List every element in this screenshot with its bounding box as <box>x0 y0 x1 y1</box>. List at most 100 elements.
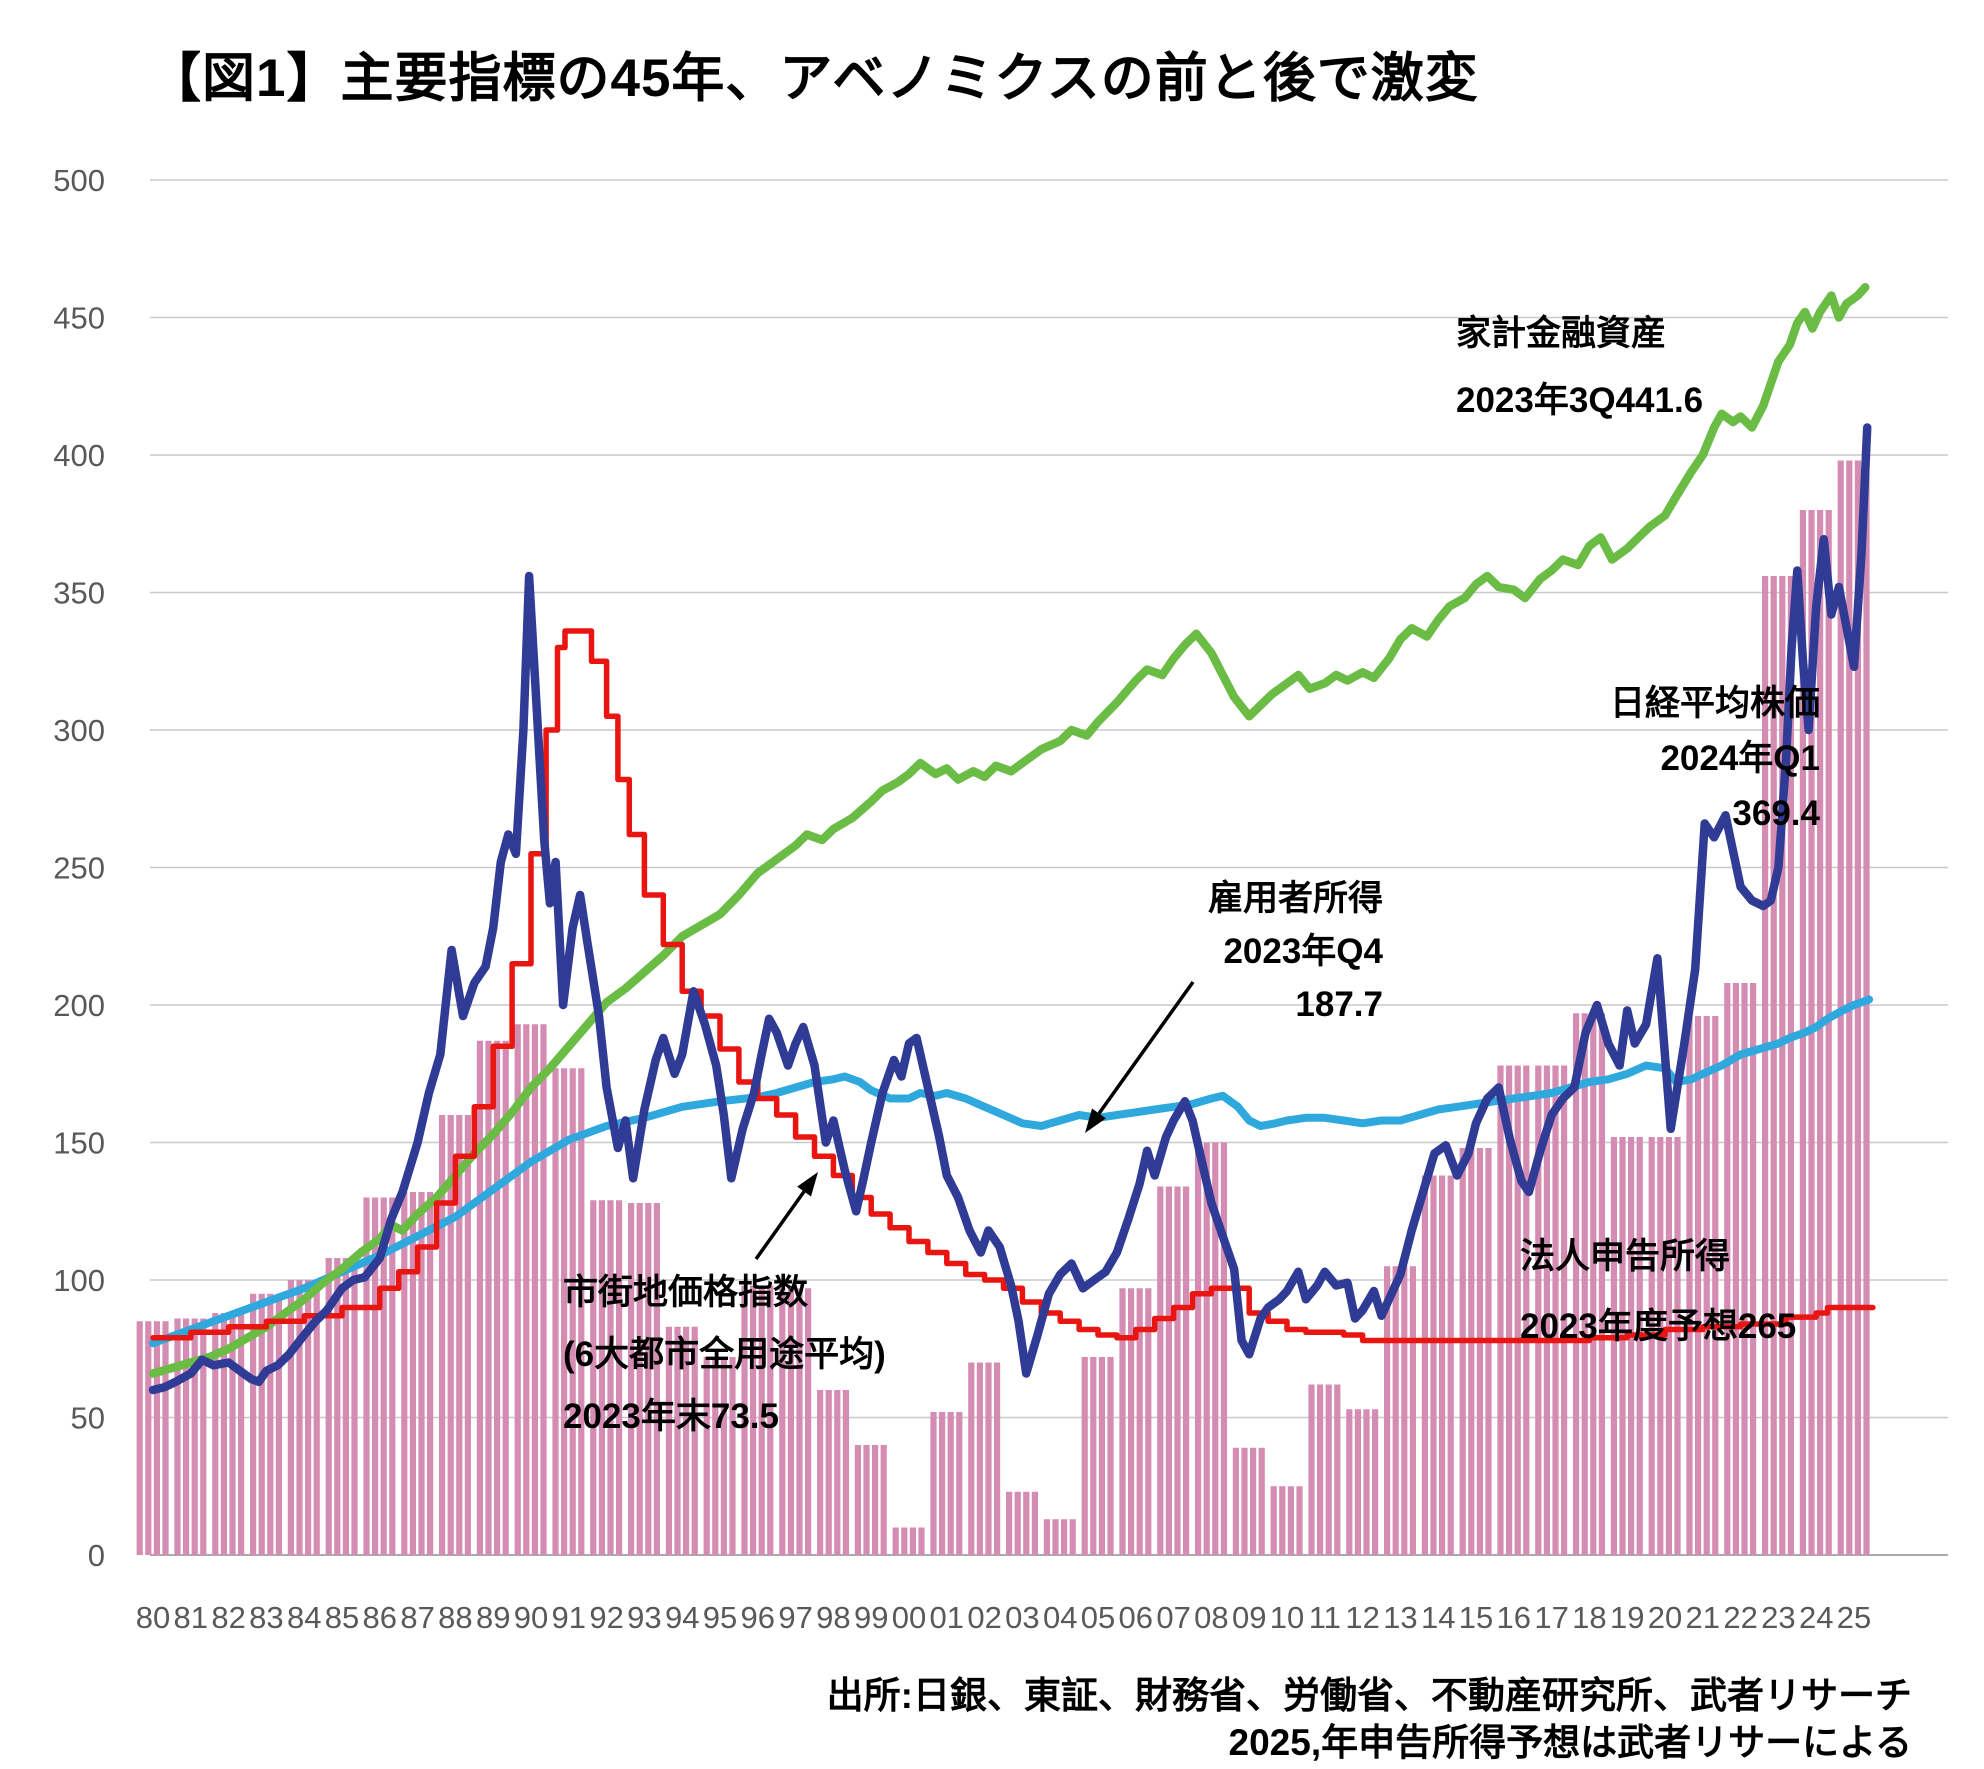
bar-stripe <box>729 1357 736 1555</box>
y-tick-label: 0 <box>88 1538 105 1573</box>
bar-stripe <box>1421 1175 1428 1555</box>
x-tick-label: 14 <box>1421 1600 1455 1635</box>
annotation-line: 2023年度予想265 <box>1520 1307 1797 1346</box>
bar-stripe <box>1535 1065 1542 1555</box>
bar-stripe <box>1372 1409 1379 1555</box>
bar-stripe <box>892 1527 899 1555</box>
bar-stripe <box>976 1362 983 1555</box>
annotation-nikkei-average: 日経平均株価 2024年Q1 369.4 <box>1610 676 1820 841</box>
bar-stripe <box>1779 576 1786 1555</box>
bar-stripe <box>220 1313 227 1555</box>
y-tick-label: 150 <box>53 1126 105 1161</box>
bar-stripe <box>1598 1013 1605 1555</box>
bar-stripe <box>569 1068 576 1555</box>
bar-stripe <box>456 1115 463 1555</box>
annotation-urban-land-price-index: 市街地価格指数 (6大都市全用途平均) 2023年末73.5 <box>563 1262 886 1448</box>
x-tick-label: 90 <box>514 1600 548 1635</box>
bar-stripe <box>1119 1288 1126 1555</box>
bar-stripe <box>1695 1016 1702 1555</box>
bar-stripe <box>334 1258 341 1555</box>
bar-stripe <box>275 1293 282 1555</box>
x-tick-label: 98 <box>816 1600 850 1635</box>
x-tick-label: 19 <box>1610 1600 1644 1635</box>
x-tick-label: 83 <box>249 1600 283 1635</box>
y-tick-label: 350 <box>53 576 105 611</box>
source-line: 2025,年申告所得予想は武者リサーによる <box>1228 1722 1912 1763</box>
bar-stripe <box>485 1040 492 1555</box>
annotation-line: 市街地価格指数 <box>563 1273 809 1312</box>
bar-stripe <box>212 1313 219 1555</box>
bar-stripe <box>1686 1016 1693 1555</box>
x-tick-label: 81 <box>174 1600 208 1635</box>
bar-stripe <box>863 1445 870 1555</box>
bar-stripe <box>514 1024 521 1555</box>
bar-stripe <box>1258 1447 1265 1555</box>
bar-stripe <box>1863 460 1870 1555</box>
x-tick-label: 11 <box>1309 1600 1341 1635</box>
bar-stripe <box>1384 1266 1391 1555</box>
bar-stripe <box>683 1326 690 1555</box>
bar-stripe <box>1043 1519 1050 1555</box>
x-tick-label: 94 <box>665 1600 699 1635</box>
bar-stripe <box>1069 1519 1076 1555</box>
bar-stripe <box>427 1192 434 1555</box>
source-note: 出所:日銀、東証、財務省、労働省、不動産研究所、武者リサーチ 2025,年申告所… <box>827 1672 1912 1766</box>
bar-stripe <box>1762 576 1769 1555</box>
bar-stripe <box>880 1445 887 1555</box>
x-tick-label: 08 <box>1194 1600 1228 1635</box>
bar-stripe <box>439 1115 446 1555</box>
bar-stripe <box>523 1024 530 1555</box>
bar-stripe <box>805 1288 812 1555</box>
y-tick-label: 200 <box>53 988 105 1023</box>
x-tick-label: 20 <box>1648 1600 1682 1635</box>
bar-stripe <box>1195 1142 1202 1555</box>
x-tick-label: 84 <box>287 1600 321 1635</box>
x-tick-label: 88 <box>438 1600 472 1635</box>
bar-stripe <box>1619 1137 1626 1555</box>
bar-stripe <box>1270 1486 1277 1555</box>
bar-stripe <box>909 1527 916 1555</box>
bar-stripe <box>1581 1013 1588 1555</box>
bar-stripe <box>1136 1288 1143 1555</box>
bar-stripe <box>1250 1447 1257 1555</box>
bar-stripe <box>872 1445 879 1555</box>
bar-stripe <box>1724 983 1731 1555</box>
bar-stripe <box>1098 1357 1105 1555</box>
y-tick-label: 300 <box>53 713 105 748</box>
bar-stripe <box>1031 1491 1038 1555</box>
bar-stripe <box>1506 1065 1513 1555</box>
bar-stripe <box>1439 1175 1446 1555</box>
bar-stripe <box>372 1197 379 1555</box>
bar-stripe <box>1334 1384 1341 1555</box>
annotation-line: 2024年Q1 <box>1660 739 1820 778</box>
x-tick-label: 02 <box>967 1600 1001 1635</box>
bar-stripe <box>1573 1013 1580 1555</box>
x-tick-label: 18 <box>1572 1600 1606 1635</box>
bar-stripe <box>1346 1409 1353 1555</box>
bar-stripe <box>1552 1065 1559 1555</box>
bar-stripe <box>854 1445 861 1555</box>
line-series-shigaichi <box>150 628 1876 1344</box>
x-tick-label: 96 <box>741 1600 775 1635</box>
bar-stripe <box>1052 1519 1059 1555</box>
bar-stripe <box>1014 1491 1021 1555</box>
bar-stripe <box>1203 1142 1210 1555</box>
bar-stripe <box>1212 1142 1219 1555</box>
annotation-line: 日経平均株価 <box>1609 684 1820 723</box>
bar-stripe <box>758 1285 765 1555</box>
x-tick-label: 16 <box>1497 1600 1531 1635</box>
bar-stripe <box>342 1258 349 1555</box>
y-tick-label: 100 <box>53 1263 105 1298</box>
bar-stripe <box>1023 1491 1030 1555</box>
bar-stripe <box>145 1321 152 1555</box>
bar-stripe <box>842 1390 849 1555</box>
bar-stripe <box>825 1390 832 1555</box>
bar-stripe <box>1145 1288 1152 1555</box>
bar-stripe <box>1287 1486 1294 1555</box>
bar-stripe <box>590 1200 597 1555</box>
annotation-line: 家計金融資産 <box>1456 314 1667 353</box>
bar-stripe <box>598 1200 605 1555</box>
x-tick-label: 99 <box>854 1600 888 1635</box>
bar-stripe <box>1636 1137 1643 1555</box>
